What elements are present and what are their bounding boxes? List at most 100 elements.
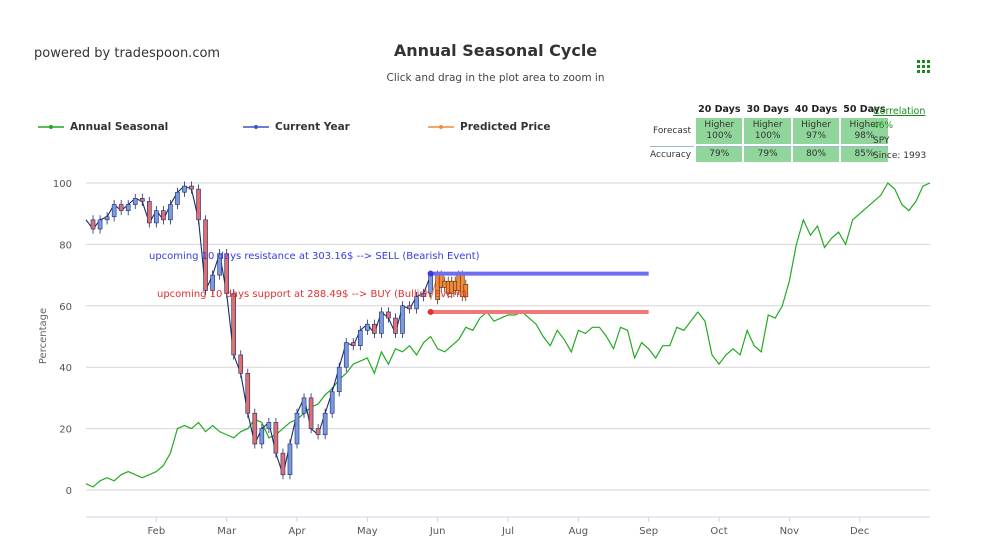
candle-body xyxy=(182,185,187,193)
y-axis-label: Percentage xyxy=(38,308,49,364)
y-tick-label: 20 xyxy=(59,425,72,436)
candle-body xyxy=(252,412,258,445)
candle-body xyxy=(301,397,307,414)
support-marker xyxy=(427,308,434,315)
candle-body xyxy=(329,391,335,414)
x-tick-label: Oct xyxy=(710,526,727,537)
accuracy-cell: 80% xyxy=(792,146,840,162)
legend-item-current-year[interactable]: Current Year xyxy=(243,121,350,133)
candle-body xyxy=(189,185,194,190)
candle-body xyxy=(111,204,117,218)
candle-body xyxy=(125,204,131,211)
candle-body xyxy=(273,422,279,454)
legend: Annual Seasonal Current Year Predicted P… xyxy=(0,121,640,137)
candle-body xyxy=(139,198,145,202)
candle-body xyxy=(336,366,342,393)
legend-label: Annual Seasonal xyxy=(70,121,169,133)
x-tick-label: May xyxy=(357,526,378,537)
candle-body xyxy=(365,323,370,331)
candle-body xyxy=(203,219,208,291)
candle-body xyxy=(343,342,349,368)
x-tick-label: Jul xyxy=(501,526,514,537)
legend-item-predicted-price[interactable]: Predicted Price xyxy=(428,121,550,133)
correlation-link[interactable]: Correlation xyxy=(873,106,926,117)
candle-body xyxy=(294,412,300,445)
support-annotation: upcoming 10 days support at 288.49$ --> … xyxy=(157,289,467,300)
predicted-candle-body xyxy=(463,284,469,297)
candle-body xyxy=(322,412,328,436)
candle-body xyxy=(154,210,159,224)
candle-body xyxy=(400,305,405,334)
candle-body xyxy=(168,204,173,221)
x-tick-label: Apr xyxy=(288,526,306,537)
candle-body xyxy=(132,198,138,205)
candle-body xyxy=(350,342,356,347)
candle-body xyxy=(259,428,265,445)
resistance-annotation: upcoming 10 days resistance at 303.16$ -… xyxy=(149,251,480,262)
x-tick-label: Dec xyxy=(850,526,869,537)
correlation-value: 46% xyxy=(873,121,894,131)
x-tick-label: Feb xyxy=(147,526,165,537)
table-header: 30 Days xyxy=(746,104,789,115)
candle-body xyxy=(357,330,363,347)
table-header: 50 Days xyxy=(843,104,886,115)
x-tick-label: Mar xyxy=(217,526,237,537)
resistance-marker xyxy=(427,270,434,277)
y-tick-label: 60 xyxy=(59,302,72,313)
candle-body xyxy=(90,219,96,230)
candle-body xyxy=(231,293,236,356)
accuracy-cell: 85% xyxy=(841,146,888,162)
y-tick-label: 80 xyxy=(59,240,72,251)
y-tick-label: 100 xyxy=(53,179,72,190)
candle-body xyxy=(280,452,286,475)
table-header: 20 Days xyxy=(698,104,741,115)
candle-body xyxy=(372,323,377,334)
series-layer xyxy=(85,181,931,488)
candle-body xyxy=(245,373,251,414)
y-tick-label: 40 xyxy=(59,363,72,374)
series-annual-seasonal xyxy=(85,182,931,488)
ticker-label: SPY xyxy=(873,136,890,146)
candle-body xyxy=(315,428,321,436)
candle-body xyxy=(97,219,103,230)
x-tick-label: Aug xyxy=(569,526,589,537)
candle-body xyxy=(210,274,215,291)
candle-body xyxy=(224,253,229,294)
candle-body xyxy=(421,293,426,297)
x-tick-label: Sep xyxy=(639,526,658,537)
accuracy-row-label: Accuracy xyxy=(650,146,695,162)
legend-line-icon xyxy=(243,125,269,129)
chart-title: Annual Seasonal Cycle xyxy=(393,41,598,60)
since-label: Since: 1993 xyxy=(873,151,927,161)
candle-body xyxy=(379,311,384,334)
y-tick-label: 0 xyxy=(66,486,72,497)
x-tick-label: Jun xyxy=(429,526,446,537)
candle-body xyxy=(308,397,314,429)
forecast-cell: Higher 100% xyxy=(744,118,791,144)
legend-item-annual-seasonal[interactable]: Annual Seasonal xyxy=(38,121,168,133)
chart-subtitle: Click and drag in the plot area to zoom … xyxy=(386,72,605,84)
candle-body xyxy=(287,443,293,475)
candle-body xyxy=(147,201,152,224)
forecast-cell: Higher 98% xyxy=(841,118,888,144)
legend-line-icon xyxy=(428,125,454,129)
candle-body xyxy=(414,296,419,310)
candle-body xyxy=(266,422,272,429)
forecast-cell: Higher 100% xyxy=(696,118,743,144)
forecast-cell: Higher 97% xyxy=(792,118,840,144)
level-layer xyxy=(427,270,649,315)
candle-body xyxy=(196,188,201,221)
candle-body xyxy=(393,317,398,334)
forecast-table: 20 Days 30 Days 40 Days 50 Days Forecast… xyxy=(648,101,890,164)
candle-body xyxy=(407,305,412,310)
candle-body xyxy=(118,204,124,211)
candle-body xyxy=(386,311,391,319)
x-tick-label: Nov xyxy=(780,526,800,537)
legend-label: Current Year xyxy=(275,121,350,133)
legend-line-icon xyxy=(38,125,64,129)
candle-body xyxy=(104,216,110,221)
candle-body xyxy=(161,210,166,221)
grid-menu-icon[interactable] xyxy=(917,60,930,73)
series-current-year xyxy=(85,185,432,477)
